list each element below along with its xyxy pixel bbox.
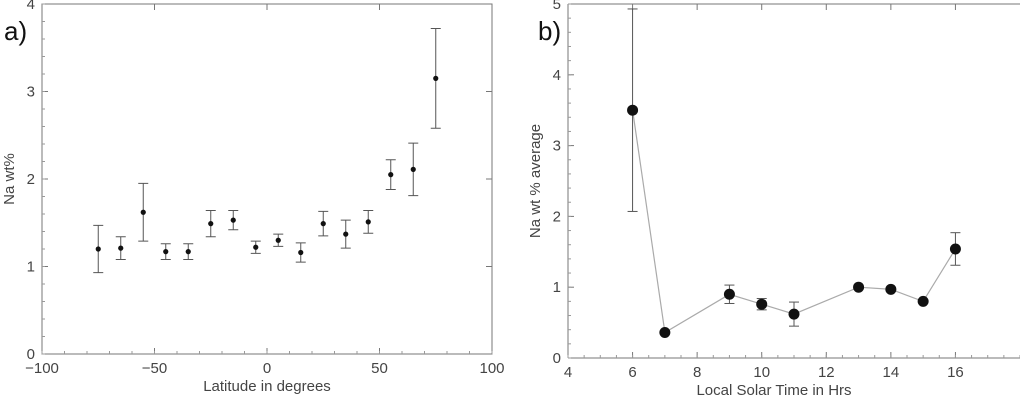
data-point xyxy=(275,237,281,243)
panel-b-label: b) xyxy=(538,16,562,46)
x-axis-title: Latitude in degrees xyxy=(203,378,331,395)
y-tick-label: 0 xyxy=(553,350,561,367)
plot-frame xyxy=(41,3,493,355)
x-tick-label: 16 xyxy=(947,364,964,381)
data-point xyxy=(885,283,897,295)
data-point xyxy=(118,245,124,251)
data-point xyxy=(208,221,214,227)
series-line xyxy=(632,110,956,334)
y-tick-label: 3 xyxy=(553,138,561,155)
data-point xyxy=(95,246,101,252)
x-tick-label: 4 xyxy=(564,364,572,381)
chart-a: −100 −50 0 50 100 0 1 2 3 4 Latitude in degrees Na … xyxy=(1,0,505,395)
x-tick-label: 0 xyxy=(263,360,271,377)
y-axis-title: Na wt % average xyxy=(527,124,544,238)
data-point xyxy=(853,281,865,293)
y-tick-label: 2 xyxy=(553,208,561,225)
x-tick-label: 10 xyxy=(753,364,770,381)
x-tick-label: 6 xyxy=(628,364,636,381)
data-point xyxy=(659,327,671,339)
x-tick-label: 8 xyxy=(693,364,701,381)
y-tick-label: 1 xyxy=(27,259,35,276)
data-point xyxy=(388,172,394,178)
x-axis-title: Local Solar Time in Hrs xyxy=(696,382,851,399)
data-point xyxy=(163,249,169,255)
data-point xyxy=(917,295,929,307)
data-point xyxy=(410,166,416,172)
data-point xyxy=(433,75,439,81)
data-point xyxy=(320,221,326,227)
x-tick-label: 12 xyxy=(818,364,835,381)
data-point xyxy=(949,243,961,255)
panel-a-label: a) xyxy=(4,16,28,46)
x-tick-label: 50 xyxy=(371,360,388,377)
y-tick-label: 5 xyxy=(553,0,561,13)
y-tick-label: 4 xyxy=(27,0,35,13)
x-tick-label: −50 xyxy=(142,360,167,377)
data-point xyxy=(788,308,800,320)
y-tick-label: 3 xyxy=(27,84,35,101)
y-tick-label: 4 xyxy=(553,67,561,84)
data-point xyxy=(185,249,191,255)
data-point xyxy=(343,231,349,237)
y-axis-title: Na wt% xyxy=(1,153,18,205)
x-tick-label: −100 xyxy=(25,360,59,377)
data-point xyxy=(723,288,735,300)
x-tick-label: 14 xyxy=(883,364,900,381)
data-point xyxy=(253,244,259,250)
data-point xyxy=(298,249,304,256)
y-tick-label: 1 xyxy=(553,279,561,296)
y-tick-label: 2 xyxy=(27,171,35,188)
x-tick-label: 100 xyxy=(479,360,504,377)
data-point xyxy=(627,104,639,116)
y-tick-label: 0 xyxy=(27,346,35,363)
data-point xyxy=(230,217,236,223)
data-point xyxy=(365,219,371,225)
data-point xyxy=(140,209,146,215)
data-point xyxy=(756,298,768,310)
